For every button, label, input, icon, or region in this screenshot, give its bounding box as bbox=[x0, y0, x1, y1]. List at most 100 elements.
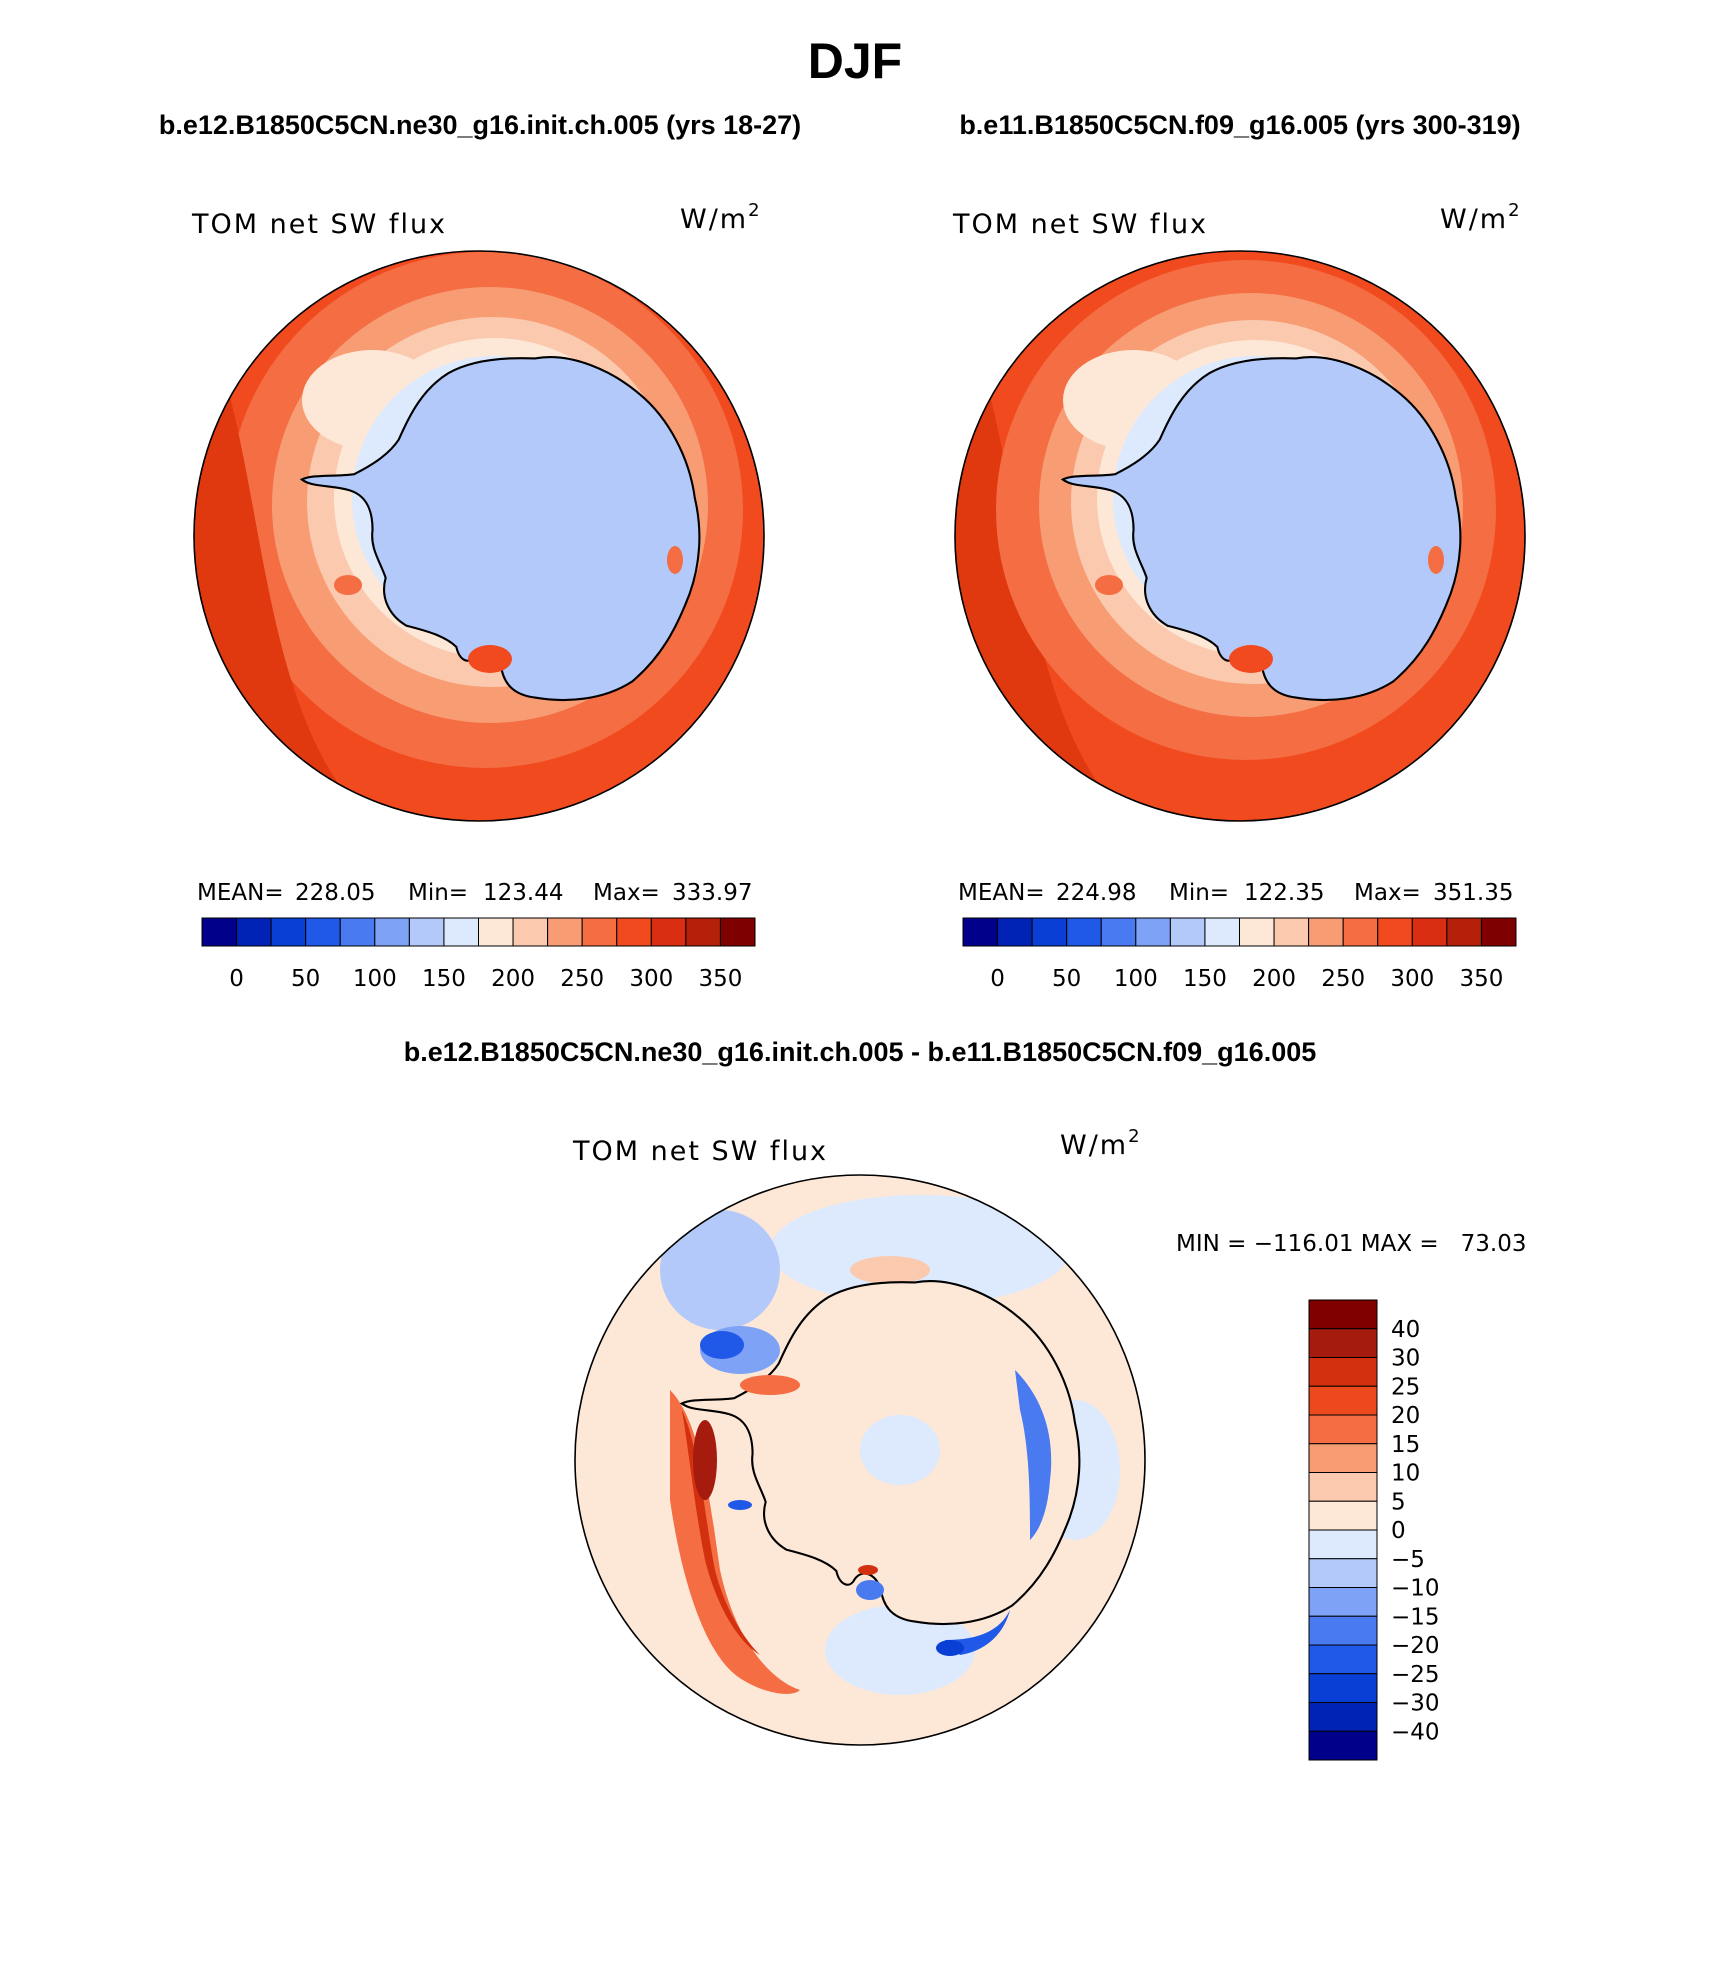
colorbar-box bbox=[1308, 1443, 1378, 1473]
difference-caption: b.e12.B1850C5CN.ne30_g16.init.ch.005 - b… bbox=[404, 1037, 1317, 1067]
colorbar-box bbox=[1308, 1500, 1378, 1531]
svg-text:333.97: 333.97 bbox=[672, 880, 752, 906]
control-caption: b.e11.B1850C5CN.f09_g16.005 (yrs 300-319… bbox=[959, 110, 1520, 140]
colorbar-box bbox=[305, 917, 341, 947]
colorbar-box bbox=[1239, 917, 1275, 947]
colorbar-box bbox=[339, 917, 376, 947]
colorbar-box bbox=[719, 917, 756, 947]
colorbar-box bbox=[650, 917, 687, 947]
case-caption: b.e12.B1850C5CN.ne30_g16.init.ch.005 (yr… bbox=[159, 110, 801, 140]
colorbar-box bbox=[1342, 917, 1379, 947]
svg-text:228.05: 228.05 bbox=[295, 880, 375, 906]
colorbar-box bbox=[962, 917, 999, 947]
colorbar-box bbox=[512, 917, 549, 947]
colorbar-tick-label: 30 bbox=[1391, 1346, 1420, 1372]
colorbar-box bbox=[547, 917, 583, 947]
svg-text:351.35: 351.35 bbox=[1433, 880, 1513, 906]
svg-text:MEAN=: MEAN= bbox=[197, 880, 284, 906]
panel-b-variable: TOM net SW flux bbox=[952, 209, 1208, 240]
colorbar-box bbox=[1308, 1414, 1378, 1445]
colorbar-tick-label: 100 bbox=[353, 966, 397, 992]
colorbar-tick-label: 0 bbox=[1391, 1518, 1406, 1544]
colorbar-tick-label: −5 bbox=[1391, 1547, 1425, 1573]
colorbar-box bbox=[443, 917, 479, 947]
colorbar-tick-label: 150 bbox=[1183, 966, 1227, 992]
colorbar-box bbox=[478, 917, 514, 947]
colorbar-box bbox=[236, 917, 272, 947]
colorbar-tick-label: 25 bbox=[1391, 1374, 1420, 1400]
colorbar-tick-label: 20 bbox=[1391, 1403, 1420, 1429]
colorbar-box bbox=[1204, 917, 1240, 947]
colorbar-box bbox=[1308, 1673, 1378, 1703]
colorbar-tick-label: 300 bbox=[629, 966, 673, 992]
panel-a-colorbar: 0 50 100 150 200 250 300 350 bbox=[201, 917, 756, 992]
colorbar-tick-label: 250 bbox=[1321, 966, 1365, 992]
colorbar-box bbox=[1480, 917, 1517, 947]
svg-text:Min=: Min= bbox=[408, 880, 468, 906]
panel-b-colorbar: 0 50 100 150 200 250 300 350 bbox=[962, 917, 1517, 992]
svg-text:224.98: 224.98 bbox=[1056, 880, 1136, 906]
colorbar-box bbox=[1308, 1299, 1378, 1330]
colorbar-box bbox=[374, 917, 410, 947]
panel-b-map bbox=[954, 250, 1526, 822]
colorbar-box bbox=[1169, 917, 1206, 947]
panel-c-variable: TOM net SW flux bbox=[572, 1136, 828, 1167]
colorbar-tick-label: 0 bbox=[229, 966, 244, 992]
colorbar-tick-label: −25 bbox=[1391, 1662, 1440, 1688]
colorbar-box bbox=[1273, 917, 1310, 947]
panel-c-map bbox=[574, 1174, 1146, 1746]
colorbar-box bbox=[1308, 1472, 1378, 1502]
colorbar-box bbox=[1308, 917, 1344, 947]
svg-text:MEAN=: MEAN= bbox=[958, 880, 1045, 906]
colorbar-box bbox=[1446, 917, 1482, 947]
colorbar-tick-label: 350 bbox=[1459, 966, 1503, 992]
colorbar-box bbox=[408, 917, 445, 947]
colorbar-tick-label: −15 bbox=[1391, 1604, 1440, 1630]
colorbar-tick-label: −20 bbox=[1391, 1633, 1440, 1659]
colorbar-tick-label: −30 bbox=[1391, 1691, 1440, 1717]
svg-text:122.35: 122.35 bbox=[1244, 880, 1324, 906]
colorbar-box bbox=[1308, 1328, 1378, 1358]
colorbar-tick-label: 10 bbox=[1391, 1461, 1420, 1487]
colorbar-box bbox=[1135, 917, 1171, 947]
colorbar-tick-label: 250 bbox=[560, 966, 604, 992]
panel-a-units: W/m2 bbox=[680, 200, 762, 235]
colorbar-tick-label: 200 bbox=[1252, 966, 1296, 992]
panel-b-units: W/m2 bbox=[1440, 200, 1522, 235]
colorbar-tick-label: 0 bbox=[990, 966, 1005, 992]
colorbar-tick-label: −10 bbox=[1391, 1576, 1440, 1602]
colorbar-box bbox=[1308, 1385, 1378, 1416]
colorbar-box bbox=[1308, 1587, 1378, 1617]
colorbar-tick-label: 150 bbox=[422, 966, 466, 992]
colorbar-box bbox=[1377, 917, 1413, 947]
season-title: DJF bbox=[808, 33, 902, 89]
colorbar-tick-label: 350 bbox=[698, 966, 742, 992]
colorbar-box bbox=[1308, 1644, 1378, 1675]
colorbar-tick-label: 40 bbox=[1391, 1317, 1420, 1343]
colorbar-box bbox=[1308, 1558, 1378, 1588]
panel-a-stats: MEAN= 228.05 Min= 123.44 Max= 333.97 bbox=[197, 880, 752, 906]
colorbar-tick-label: 50 bbox=[1052, 966, 1081, 992]
colorbar-tick-label: −40 bbox=[1391, 1719, 1440, 1745]
colorbar-box bbox=[1308, 1730, 1378, 1761]
colorbar-box bbox=[685, 917, 721, 947]
colorbar-box bbox=[1100, 917, 1137, 947]
colorbar-box bbox=[1066, 917, 1102, 947]
panel-b-stats: MEAN= 224.98 Min= 122.35 Max= 351.35 bbox=[958, 880, 1513, 906]
svg-text:Min=: Min= bbox=[1169, 880, 1229, 906]
colorbar-box bbox=[1308, 1702, 1378, 1732]
panel-a-map bbox=[193, 250, 765, 822]
colorbar-tick-label: 300 bbox=[1390, 966, 1434, 992]
panel-c-units: W/m2 bbox=[1060, 1126, 1142, 1161]
colorbar-tick-label: 200 bbox=[491, 966, 535, 992]
colorbar-box bbox=[1411, 917, 1448, 947]
colorbar-box bbox=[581, 917, 618, 947]
colorbar-box bbox=[201, 917, 238, 947]
colorbar-box bbox=[1308, 1615, 1378, 1646]
svg-text:Max=: Max= bbox=[1354, 880, 1421, 906]
panel-c-minmax: MIN = −116.01 MAX = 73.03 bbox=[1176, 1231, 1526, 1257]
colorbar-box bbox=[270, 917, 307, 947]
colorbar-box bbox=[1308, 1529, 1378, 1560]
colorbar-box bbox=[616, 917, 652, 947]
